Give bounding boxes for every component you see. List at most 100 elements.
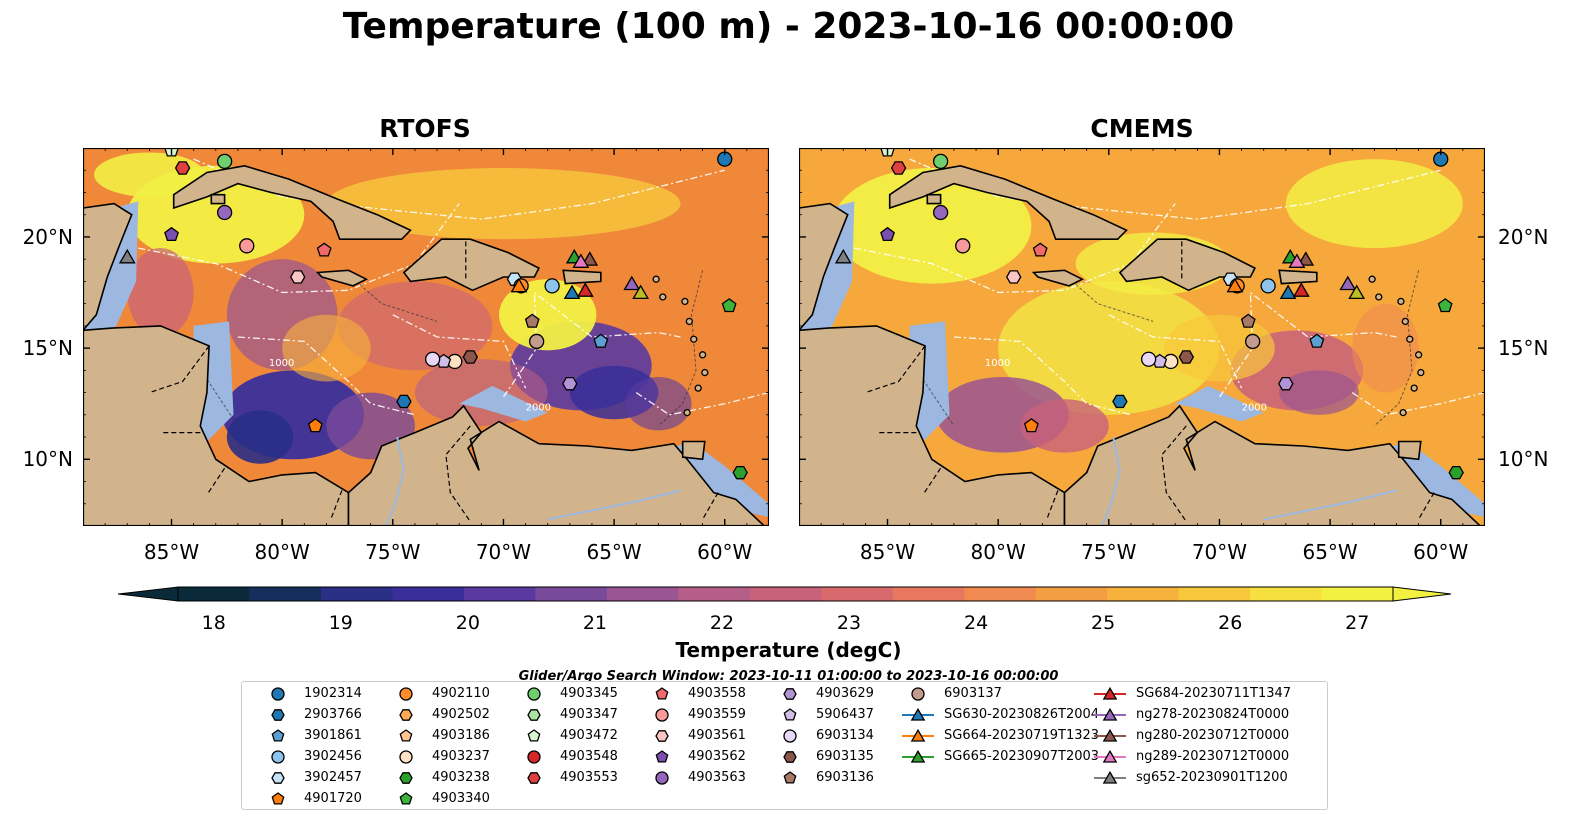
map-panel-cmems: 1000 2000 [799, 148, 1485, 526]
legend-marker [271, 687, 285, 701]
platform-marker [307, 418, 323, 433]
land-lesser-antilles-island [1375, 293, 1383, 301]
legend-title: Glider/Argo Search Window: 2023-10-11 01… [518, 669, 1059, 684]
platform-marker [1023, 418, 1039, 433]
platform-marker [289, 270, 306, 284]
legend-marker [1094, 686, 1126, 700]
legend-marker [527, 750, 541, 764]
colorbar-tick-label: 23 [836, 612, 862, 634]
lon-tick-label: 85°W [859, 540, 916, 564]
platform-marker [1226, 277, 1244, 293]
platform-marker [1278, 376, 1294, 391]
legend-marker-shape [655, 687, 669, 700]
colorbar-tick-label: 19 [328, 612, 353, 634]
country-border [206, 467, 226, 496]
platform-marker [239, 238, 255, 254]
platform-marker [396, 394, 412, 409]
temperature-patch [127, 248, 194, 337]
lon-tick-label: 70°W [1191, 540, 1248, 564]
colorbar-band [178, 587, 250, 601]
legend-label: 6903135 [816, 749, 874, 764]
eez-boundary [138, 203, 460, 294]
legend-marker [271, 729, 285, 742]
lon-tick-label: 65°W [1302, 540, 1358, 564]
platform-marker [1005, 270, 1022, 284]
legend-label: 4903629 [816, 686, 874, 701]
platform-marker [316, 242, 332, 257]
legend-label: 4901720 [304, 791, 362, 806]
lon-tick-label: 75°W [1081, 540, 1137, 564]
platform-marker [1309, 333, 1325, 348]
land-lesser-antilles-island [1414, 351, 1423, 359]
land-lesser-antilles-island [694, 384, 702, 392]
lat-tick-label-left: 20°N [22, 224, 73, 249]
colorbar-tick-label: 24 [963, 612, 989, 634]
legend-marker [399, 792, 413, 805]
lon-tick-label: 80°W [970, 540, 1026, 564]
legend-marker-shape [783, 771, 797, 784]
legend-marker-shape [1102, 728, 1118, 742]
legend-label: 4903553 [560, 770, 618, 785]
land-lesser-antilles-island [681, 297, 689, 306]
legend-marker-shape [783, 708, 797, 721]
legend-label: 4903238 [432, 770, 490, 785]
eez-boundary [1351, 391, 1485, 416]
map-frame [83, 148, 769, 526]
colorbar-band [678, 587, 751, 601]
eez-boundary [854, 203, 1176, 294]
colorbar-extend-low [117, 586, 179, 602]
colorbar-band [1178, 587, 1251, 601]
country-border [865, 345, 926, 394]
eez-boundary [502, 291, 681, 398]
lat-tick-label-left: 10°N [22, 447, 73, 472]
legend-marker [1094, 770, 1126, 784]
legend-marker [399, 687, 413, 701]
legend-label: SG684-20230711T1347 [1136, 686, 1292, 701]
country-border [1046, 490, 1059, 520]
temperature-patch [326, 168, 681, 240]
legend-marker [527, 687, 541, 701]
colorbar-band [1250, 587, 1323, 601]
legend-marker [271, 772, 285, 784]
legend-marker [655, 730, 669, 742]
bathymetry-contour [1064, 274, 1154, 322]
legend-marker-shape [910, 707, 926, 721]
platform-marker [528, 333, 545, 350]
legend-label: 4903347 [560, 707, 618, 722]
legend-label: 4903237 [432, 749, 490, 764]
legend-marker [655, 708, 669, 722]
legend-marker-shape [910, 728, 926, 742]
legend-marker-shape [271, 772, 285, 784]
platform-marker [1260, 278, 1276, 294]
colorbar-band [249, 587, 322, 601]
colorbar-band [1321, 587, 1394, 601]
platform-marker [623, 275, 641, 291]
colorbar-tick-label: 21 [582, 612, 607, 634]
platform-marker [732, 465, 748, 480]
legend-label: SG630-20230826T2004 [944, 707, 1100, 722]
country-border [149, 345, 210, 394]
colorbar-band [964, 587, 1037, 601]
legend-marker-shape [527, 772, 541, 784]
lon-tick-label: 60°W [1413, 540, 1469, 564]
platform-marker [1112, 394, 1128, 409]
platform-marker [1292, 282, 1310, 297]
platform-marker [1339, 275, 1357, 291]
eez-boundary [1218, 291, 1397, 398]
land-hispaniola [1118, 238, 1256, 292]
platform-marker [1448, 465, 1464, 480]
platform-marker [1279, 284, 1297, 300]
colorbar-band [535, 587, 608, 601]
land-lesser-antilles-island [701, 368, 709, 377]
temperature-patch [1020, 399, 1109, 453]
legend-marker-shape [271, 750, 285, 764]
platform-marker [955, 238, 971, 254]
country-border [702, 492, 719, 520]
temperature-patch [337, 281, 493, 371]
platform-marker [890, 161, 907, 175]
land-isla-juventud [210, 193, 226, 205]
land-lesser-antilles-island [659, 293, 667, 301]
colorbar-tick-label: 20 [455, 612, 480, 634]
legend-label: ng278-20230824T0000 [1136, 707, 1290, 722]
platform-marker [632, 284, 650, 300]
